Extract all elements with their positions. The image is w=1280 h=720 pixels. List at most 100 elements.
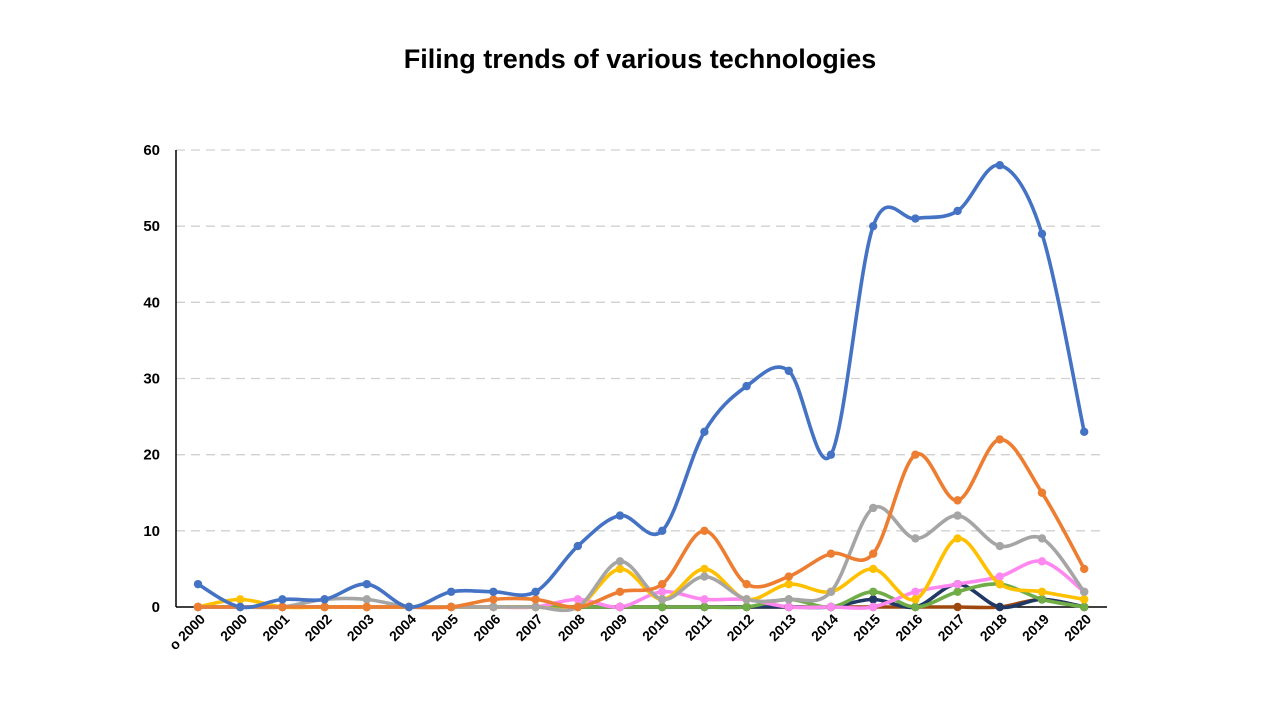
- x-tick-label: 2009: [597, 611, 630, 644]
- data-point: [869, 564, 878, 574]
- data-point: [1037, 488, 1047, 497]
- data-point: [911, 595, 920, 604]
- data-point: [447, 587, 456, 596]
- data-point: [953, 579, 962, 589]
- data-point: [869, 602, 878, 612]
- data-point: [700, 572, 709, 581]
- y-tick-label: 20: [143, 447, 160, 464]
- data-point: [700, 602, 709, 612]
- data-point: [995, 541, 1004, 551]
- x-tick-label: 2007: [512, 611, 545, 644]
- x-tick-label: 2019: [1019, 611, 1052, 644]
- y-tick-label: 40: [143, 294, 160, 311]
- x-tick-label: 2012: [723, 611, 756, 644]
- data-point: [742, 579, 751, 589]
- y-tick-label: 60: [143, 142, 160, 159]
- data-point: [320, 602, 329, 612]
- x-tick-label: 2020: [1061, 611, 1094, 644]
- data-point: [1080, 587, 1089, 596]
- data-point: [742, 595, 751, 604]
- data-point: [953, 587, 962, 596]
- data-point: [658, 526, 667, 536]
- data-point: [995, 161, 1004, 170]
- data-point: [953, 602, 962, 612]
- data-point: [531, 602, 540, 612]
- data-point: [1080, 602, 1089, 612]
- data-point: [995, 602, 1004, 612]
- x-tick-label: 2005: [428, 611, 461, 644]
- y-tick-label: 30: [143, 371, 160, 388]
- data-point: [700, 564, 709, 574]
- x-tick-label: 2002: [301, 611, 334, 644]
- data-point: [489, 587, 498, 596]
- data-point: [615, 564, 625, 574]
- x-tick-label: 2004: [386, 611, 419, 644]
- gridlines: [176, 149, 1102, 532]
- data-point: [1037, 595, 1047, 604]
- series-lines: [196, 163, 1086, 613]
- data-point: [869, 587, 878, 596]
- data-point: [742, 602, 751, 612]
- data-point: [362, 595, 371, 604]
- data-point: [826, 587, 836, 596]
- x-tick-label: 2011: [682, 611, 715, 644]
- x-tick-labels: o 2000 2000 2001 2002 2003 2004 2005 2006 2007 20…: [166, 611, 1094, 653]
- data-point: [700, 427, 709, 437]
- data-point: [489, 602, 498, 612]
- data-point: [995, 435, 1004, 444]
- data-point: [869, 595, 878, 604]
- data-point: [784, 366, 793, 376]
- y-tick-label: 10: [143, 523, 160, 540]
- data-point: [573, 602, 582, 612]
- x-tick-label: 2017: [934, 611, 967, 644]
- x-tick-label: 2003: [344, 611, 377, 644]
- data-point: [911, 587, 920, 596]
- x-tick-label: 2013: [766, 611, 799, 644]
- data-point: [911, 214, 920, 223]
- data-point: [784, 572, 793, 581]
- x-tick-label: 2000: [217, 611, 250, 644]
- data-point: [1080, 564, 1089, 574]
- data-point: [953, 511, 962, 520]
- data-point: [658, 602, 667, 612]
- data-point: [320, 595, 329, 604]
- x-tick-label: 2010: [639, 611, 672, 644]
- data-point: [869, 503, 878, 513]
- x-tick-label: o 2000: [166, 611, 208, 653]
- x-tick-label: 2018: [977, 611, 1010, 644]
- data-point: [489, 595, 498, 604]
- data-point: [447, 602, 456, 612]
- data-point: [784, 595, 793, 604]
- data-point: [826, 602, 836, 612]
- x-tick-label: 2016: [892, 611, 925, 644]
- data-point: [826, 549, 836, 558]
- data-point: [826, 450, 836, 459]
- y-tick-labels: 0 10 20 30 40 50 60: [143, 142, 160, 616]
- data-point: [784, 579, 793, 589]
- data-point: [658, 587, 667, 596]
- data-point: [615, 557, 625, 566]
- data-point: [953, 496, 962, 505]
- data-point: [700, 526, 709, 536]
- data-point: [911, 450, 920, 459]
- data-point: [193, 579, 203, 589]
- data-point: [1037, 557, 1047, 566]
- data-point: [531, 587, 540, 596]
- data-point: [995, 579, 1004, 589]
- data-point: [995, 572, 1004, 581]
- data-point: [1037, 534, 1047, 543]
- data-point: [742, 381, 751, 391]
- data-point: [615, 587, 625, 596]
- data-point: [1037, 229, 1047, 238]
- data-point: [700, 595, 709, 604]
- data-point: [573, 595, 582, 604]
- data-point: [658, 595, 667, 604]
- x-tick-label: 2015: [850, 611, 883, 644]
- x-tick-label: 2014: [808, 611, 841, 644]
- data-point: [362, 579, 371, 589]
- y-tick-label: 50: [143, 218, 160, 235]
- chart-title: Filing trends of various technologies: [403, 44, 877, 74]
- x-tick-label: 2008: [555, 611, 588, 644]
- data-point: [531, 595, 540, 604]
- data-point: [1080, 595, 1089, 604]
